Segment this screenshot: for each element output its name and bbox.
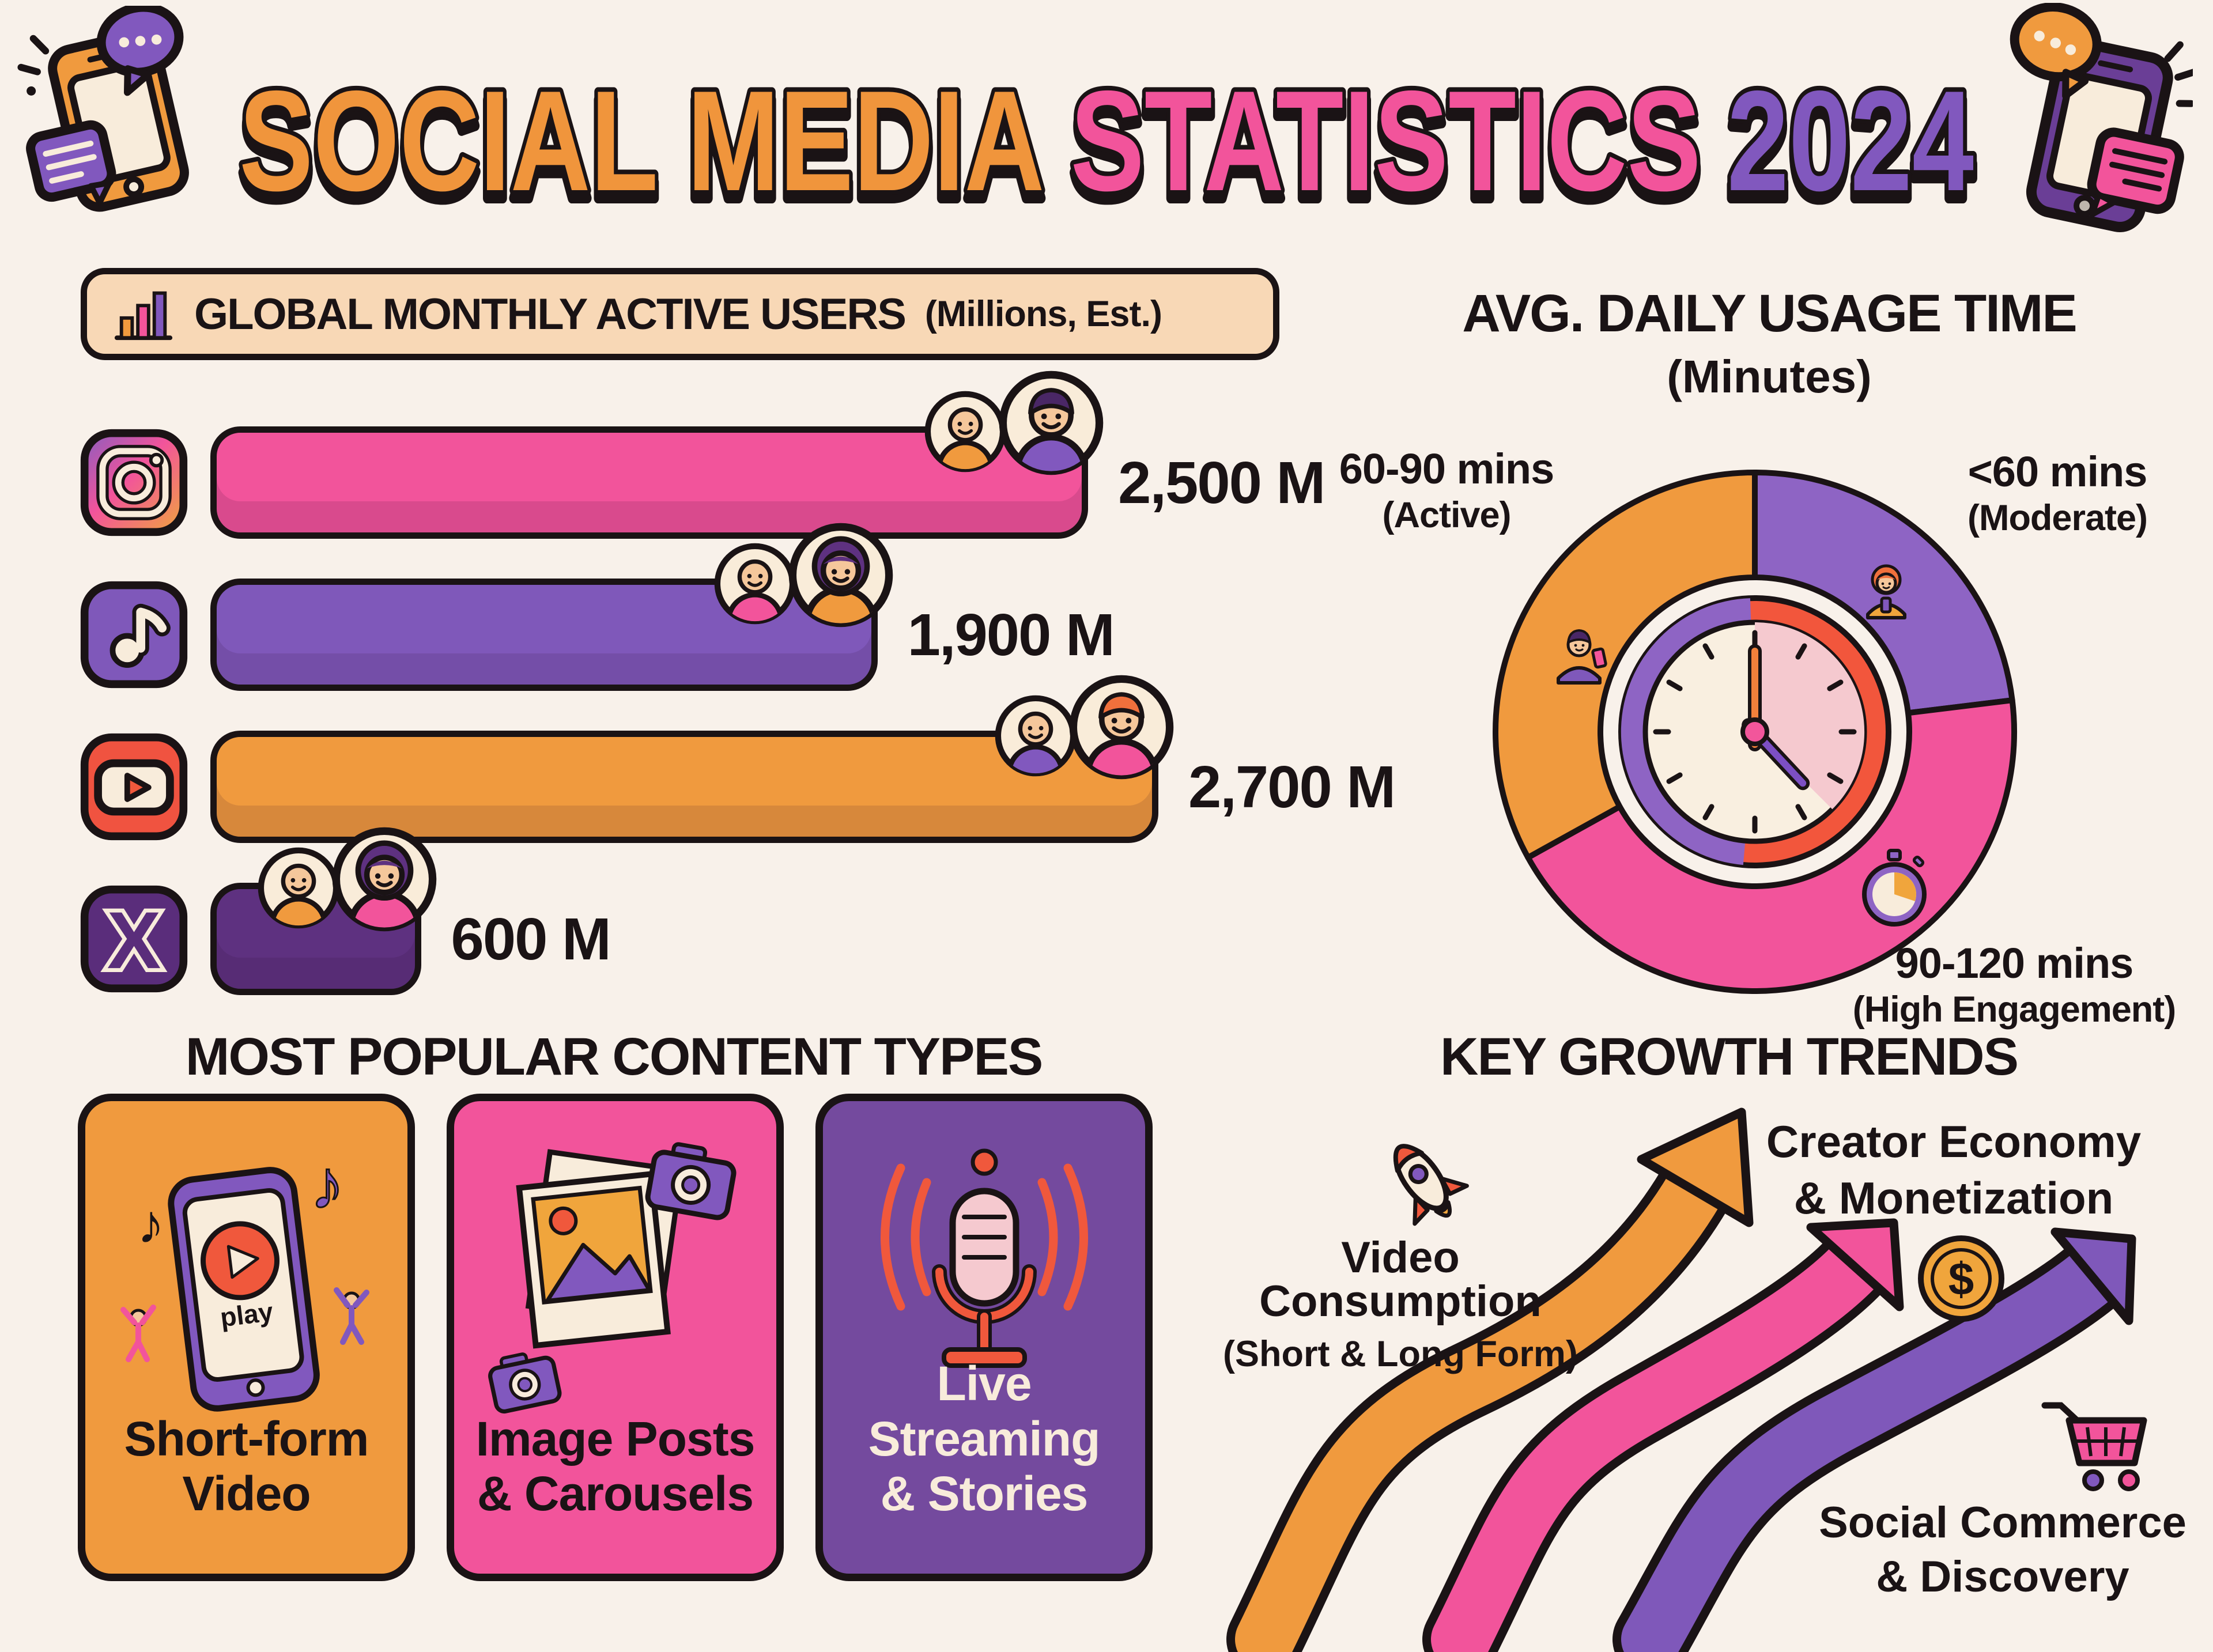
segment-label-moderate: <60 mins (Moderate): [1967, 448, 2148, 539]
clock-icon: [1618, 595, 1891, 868]
card-label: Short-form Video: [124, 1411, 369, 1521]
cart-icon: [2041, 1402, 2147, 1491]
user-avatar-icon: [996, 368, 1106, 478]
title-shadow: SOCIAL MEDIASTATISTICS2024: [239, 69, 1974, 229]
user-avatar-icon: [712, 541, 798, 626]
phone-chat-icon: [17, 6, 189, 212]
users-chart-unit: (Millions, Est.): [924, 294, 1162, 334]
bar-row-tiktok: 1,900 M: [0, 579, 1441, 691]
dancer-icon: [120, 1305, 156, 1362]
segment-label-active: 60-90 mins (Active): [1339, 445, 1555, 536]
bar-row-youtube: 2,700 M: [0, 731, 1441, 843]
short-form-video-icon: ♪ ♪ play: [120, 1146, 369, 1412]
phone-chat-icon: [2010, 3, 2193, 232]
bar-value-label: 600 M: [451, 905, 611, 972]
bar-youtube: [210, 731, 1158, 843]
content-card-short-form-video: ♪ ♪ play Short-form Video: [78, 1094, 415, 1581]
main-title: SOCIAL MEDIASTATISTICS2024 SOCIAL MEDIAS…: [234, 56, 1979, 234]
trend-label-creator-economy: Creator Economy & Monetization: [1766, 1116, 2142, 1223]
x-icon: X: [78, 883, 190, 995]
growth-trends-title: KEY GROWTH TRENDS: [1440, 1027, 2019, 1086]
dancer-icon: [333, 1287, 369, 1345]
card-label: Image Posts & Carousels: [475, 1411, 756, 1521]
rocket-icon: [1393, 1144, 1469, 1226]
tiktok-icon: [78, 579, 190, 691]
content-card-image-posts: Image Posts & Carousels: [447, 1094, 784, 1581]
svg-text:♪: ♪: [137, 1194, 165, 1255]
bar-row-x: X 600 M: [0, 883, 1441, 995]
coin-icon: $: [1918, 1235, 2004, 1322]
user-avatar-icon: [256, 845, 341, 931]
card-label: Live Streaming & Stories: [868, 1356, 1101, 1521]
person-with-phone-icon: [1557, 629, 1607, 685]
title-text: SOCIAL MEDIASTATISTICS2024: [239, 61, 1974, 221]
instagram-icon: [78, 426, 190, 539]
svg-text:♪: ♪: [310, 1146, 345, 1223]
user-avatar-icon: [923, 389, 1008, 474]
arrow-video-consumption: [1226, 1107, 1754, 1652]
content-card-live-streaming: Live Streaming & Stories: [815, 1094, 1153, 1581]
image-posts-icon: [488, 1142, 737, 1414]
user-avatar-icon: [786, 520, 896, 630]
bar-value-label: 1,900 M: [907, 601, 1115, 668]
user-avatar-icon: [1067, 672, 1176, 782]
play-label: play: [218, 1296, 275, 1333]
arrow-social-commerce: [1612, 1227, 2136, 1652]
bar-value-label: 2,700 M: [1188, 753, 1396, 820]
arrow-creator-economy: [1422, 1218, 1904, 1652]
trend-label-video-consumption: Video Consumption (Short & Long Form): [1223, 1233, 1578, 1374]
bar-x: [210, 883, 421, 995]
trend-label-social-commerce: Social Commerce & Discovery: [1819, 1498, 2186, 1601]
stopwatch-icon: [1862, 849, 1927, 927]
svg-text:$: $: [1948, 1253, 1974, 1305]
youtube-icon: [78, 731, 190, 843]
bar-tiktok: [210, 579, 878, 691]
usage-donut-chart: [1493, 470, 2017, 994]
bar-chart-icon: [114, 291, 173, 341]
microphone-icon: [931, 1188, 1037, 1368]
bar-row-instagram: 2,500 M: [0, 426, 1441, 539]
bar-instagram: [210, 426, 1088, 539]
live-streaming-icon: [880, 1148, 1088, 1368]
growth-arrows: $: [1226, 1107, 2147, 1652]
users-chart-title: GLOBAL MONTHLY ACTIVE USERS: [194, 289, 907, 339]
usage-chart-subtitle: (Minutes): [1667, 351, 1872, 402]
person-with-phone-icon: [1866, 564, 1906, 619]
usage-chart-title: AVG. DAILY USAGE TIME: [1462, 284, 2078, 343]
svg-text:X: X: [107, 895, 161, 985]
segment-label-high-engagement: 90-120 mins (High Engagement): [1852, 939, 2177, 1030]
user-avatar-icon: [330, 825, 439, 934]
content-types-title: MOST POPULAR CONTENT TYPES: [185, 1027, 1044, 1086]
camera-icon: [645, 1142, 737, 1220]
user-avatar-icon: [993, 693, 1078, 778]
camera-icon: [488, 1352, 561, 1414]
bar-value-label: 2,500 M: [1118, 449, 1325, 516]
users-chart-header: GLOBAL MONTHLY ACTIVE USERS (Millions, E…: [81, 268, 1279, 360]
